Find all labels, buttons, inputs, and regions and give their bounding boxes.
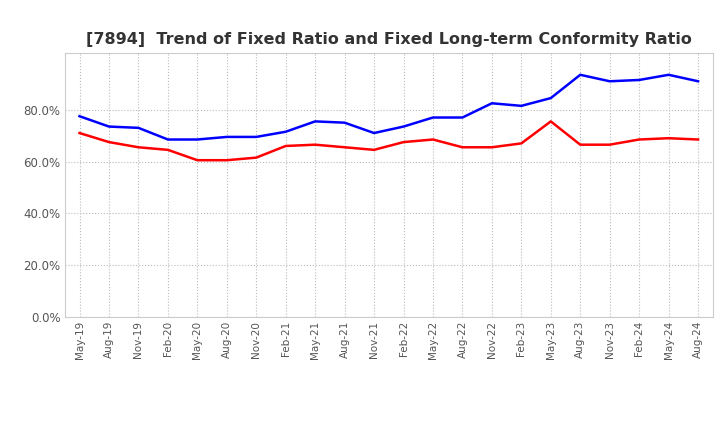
Fixed Long-term Conformity Ratio bbox=[370, 147, 379, 153]
Fixed Long-term Conformity Ratio bbox=[694, 137, 703, 142]
Fixed Long-term Conformity Ratio bbox=[341, 145, 349, 150]
Fixed Ratio bbox=[576, 72, 585, 77]
Fixed Long-term Conformity Ratio bbox=[428, 137, 437, 142]
Fixed Ratio bbox=[75, 114, 84, 119]
Fixed Long-term Conformity Ratio bbox=[546, 119, 555, 124]
Fixed Ratio bbox=[635, 77, 644, 83]
Fixed Long-term Conformity Ratio bbox=[517, 141, 526, 146]
Fixed Ratio bbox=[104, 124, 113, 129]
Fixed Ratio bbox=[665, 72, 673, 77]
Fixed Long-term Conformity Ratio bbox=[75, 130, 84, 136]
Fixed Ratio bbox=[546, 95, 555, 101]
Fixed Ratio bbox=[134, 125, 143, 131]
Fixed Ratio bbox=[694, 79, 703, 84]
Fixed Long-term Conformity Ratio bbox=[635, 137, 644, 142]
Fixed Long-term Conformity Ratio bbox=[282, 143, 290, 149]
Fixed Ratio bbox=[370, 130, 379, 136]
Fixed Ratio bbox=[311, 119, 320, 124]
Fixed Long-term Conformity Ratio bbox=[252, 155, 261, 160]
Fixed Ratio bbox=[222, 134, 231, 139]
Fixed Long-term Conformity Ratio bbox=[576, 142, 585, 147]
Fixed Long-term Conformity Ratio bbox=[134, 145, 143, 150]
Fixed Ratio bbox=[517, 103, 526, 109]
Title: [7894]  Trend of Fixed Ratio and Fixed Long-term Conformity Ratio: [7894] Trend of Fixed Ratio and Fixed Lo… bbox=[86, 33, 692, 48]
Fixed Ratio bbox=[163, 137, 172, 142]
Fixed Ratio bbox=[341, 120, 349, 125]
Fixed Ratio bbox=[606, 79, 614, 84]
Line: Fixed Ratio: Fixed Ratio bbox=[79, 75, 698, 139]
Fixed Long-term Conformity Ratio bbox=[104, 139, 113, 145]
Fixed Ratio bbox=[487, 101, 496, 106]
Fixed Long-term Conformity Ratio bbox=[399, 139, 408, 145]
Fixed Ratio bbox=[193, 137, 202, 142]
Fixed Ratio bbox=[458, 115, 467, 120]
Fixed Long-term Conformity Ratio bbox=[193, 158, 202, 163]
Fixed Ratio bbox=[428, 115, 437, 120]
Line: Fixed Long-term Conformity Ratio: Fixed Long-term Conformity Ratio bbox=[79, 121, 698, 160]
Fixed Ratio bbox=[399, 124, 408, 129]
Fixed Ratio bbox=[282, 129, 290, 134]
Fixed Ratio bbox=[252, 134, 261, 139]
Fixed Long-term Conformity Ratio bbox=[311, 142, 320, 147]
Fixed Long-term Conformity Ratio bbox=[458, 145, 467, 150]
Fixed Long-term Conformity Ratio bbox=[487, 145, 496, 150]
Fixed Long-term Conformity Ratio bbox=[163, 147, 172, 153]
Fixed Long-term Conformity Ratio bbox=[665, 136, 673, 141]
Fixed Long-term Conformity Ratio bbox=[606, 142, 614, 147]
Fixed Long-term Conformity Ratio bbox=[222, 158, 231, 163]
